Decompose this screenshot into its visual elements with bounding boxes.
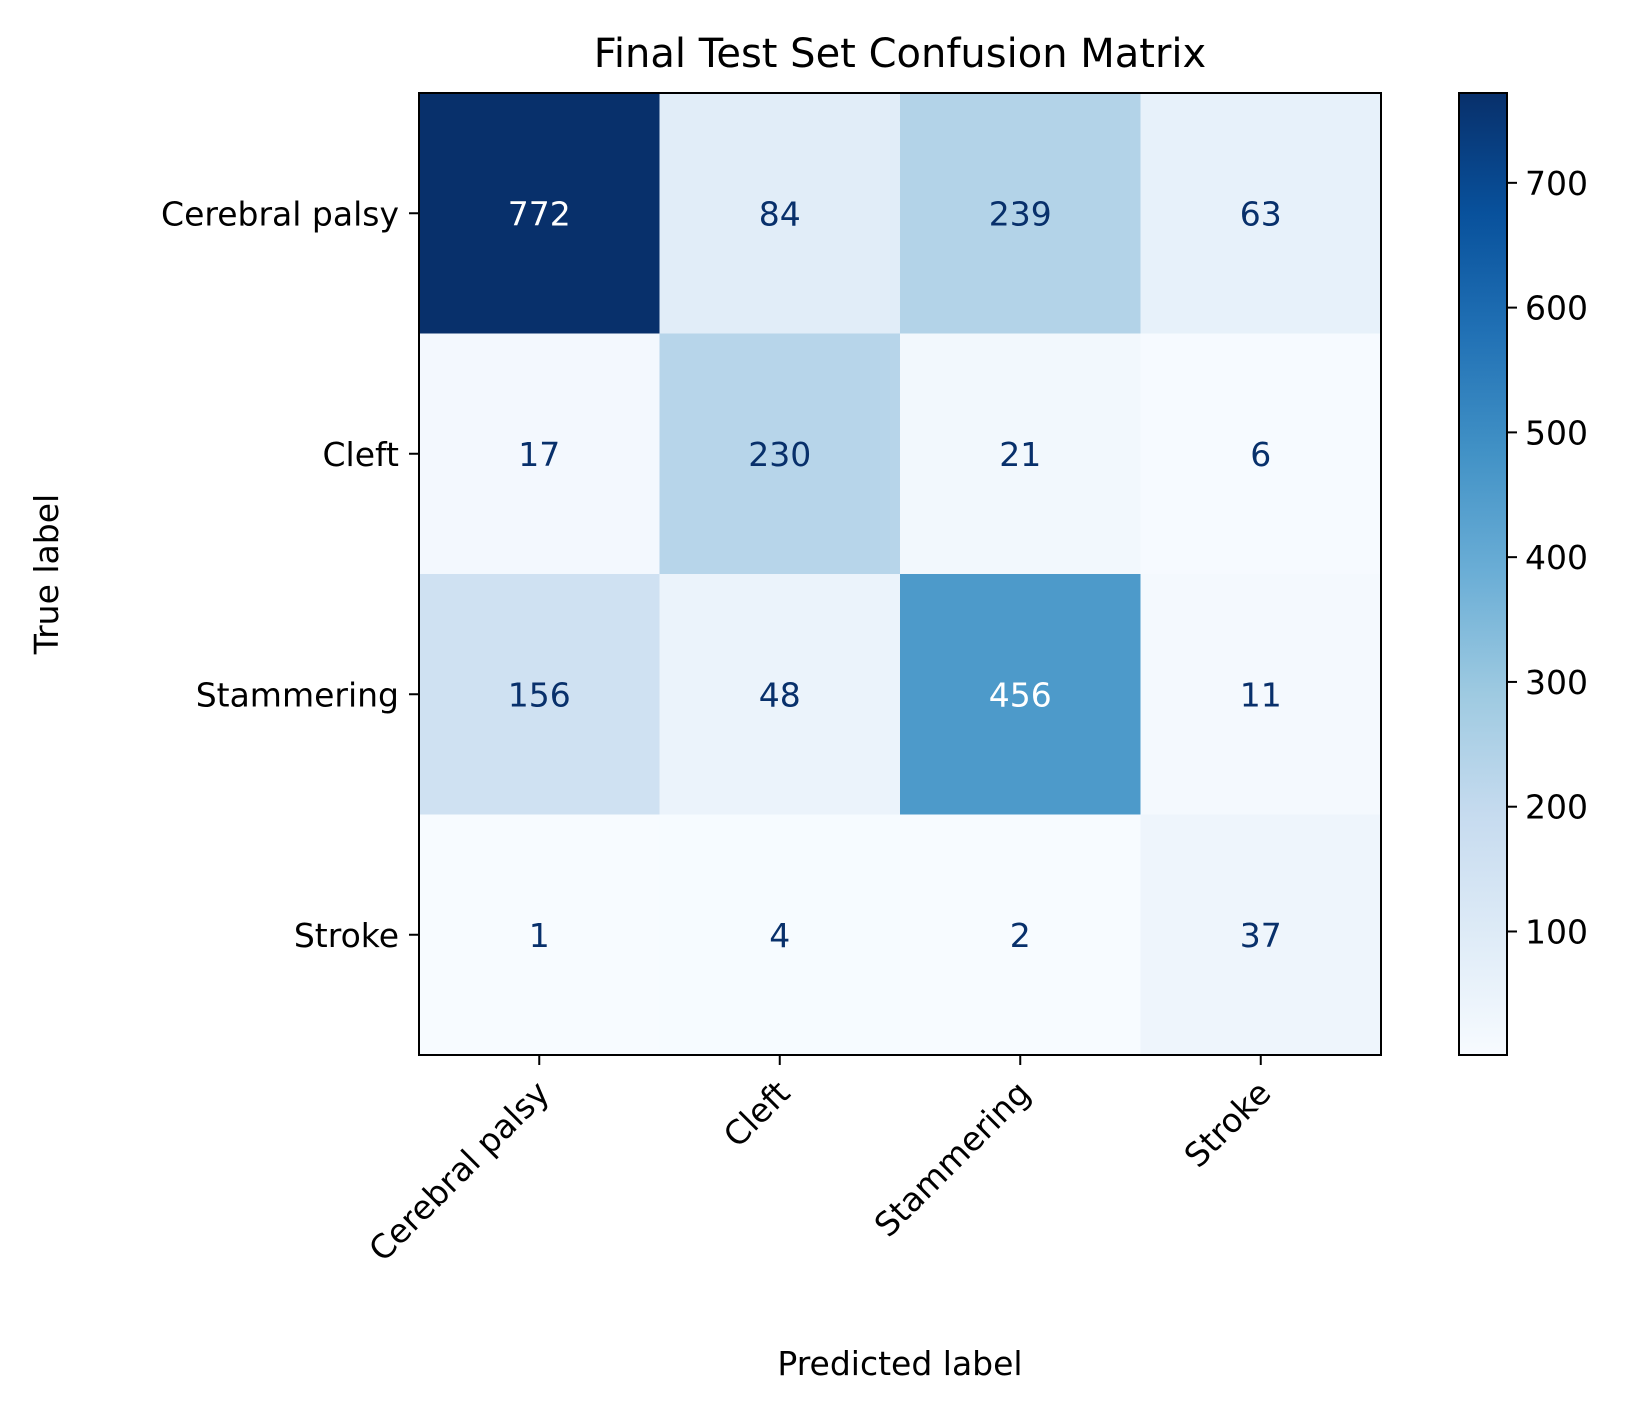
cell-value-label: 6 [1250, 435, 1271, 474]
x-axis-ticks: Cerebral palsy Cleft Stammering Stroke [361, 1055, 1278, 1269]
heatmap-cell [419, 814, 660, 1056]
cell-value-label: 48 [759, 675, 801, 714]
heatmap-cell [419, 93, 660, 334]
cell-value-label: 63 [1240, 194, 1282, 233]
heatmap-cell [900, 574, 1141, 815]
y-axis-ticks: Cerebral palsy Cleft Stammering Stroke [161, 194, 419, 955]
x-axis-label: Predicted label [777, 1344, 1022, 1383]
x-tick-label: Cleft [716, 1073, 798, 1155]
heatmap-cell [900, 93, 1141, 334]
cell-value-label: 11 [1240, 675, 1282, 714]
heatmap-cell [1140, 574, 1382, 815]
heatmap-cell [900, 333, 1141, 575]
cell-value-label: 4 [769, 916, 790, 955]
heatmap-cell [659, 333, 901, 575]
heatmap-cell [419, 574, 660, 815]
chart-title: Final Test Set Confusion Matrix [594, 31, 1206, 77]
cell-value-label: 156 [508, 675, 571, 714]
cell-value-label: 456 [989, 675, 1052, 714]
cell-value-label: 21 [999, 435, 1041, 474]
heatmap-cell [659, 574, 901, 815]
heatmap-cells [419, 93, 1382, 1056]
colorbar-tick-label: 300 [1525, 663, 1588, 702]
heatmap-cell [1140, 93, 1382, 334]
plot-frame [418, 92, 1382, 1056]
cell-value-label: 230 [748, 435, 811, 474]
cell-value-label: 2 [1010, 916, 1031, 955]
y-axis-label: True label [27, 494, 66, 655]
colorbar-tick-label: 700 [1525, 164, 1588, 203]
heatmap-cell [659, 93, 901, 334]
cell-value-label: 239 [989, 194, 1052, 233]
colorbar-tick-label: 200 [1525, 788, 1588, 827]
y-tick-label: Stammering [196, 675, 399, 714]
cell-value-label: 17 [518, 435, 560, 474]
colorbar-ticks: 100 200 300 400 500 600 700 [1507, 164, 1588, 951]
colorbar-tick-label: 600 [1525, 289, 1588, 328]
heatmap-cell [1140, 814, 1382, 1056]
y-tick-label: Cerebral palsy [161, 194, 399, 233]
heatmap-cell [900, 814, 1141, 1056]
cell-value-label: 84 [759, 194, 801, 233]
cell-value-label: 772 [508, 194, 571, 233]
cell-value-label: 37 [1240, 916, 1282, 955]
colorbar-tick-label: 500 [1525, 413, 1588, 452]
colorbar-tick-label: 400 [1525, 538, 1588, 577]
y-tick-label: Cleft [323, 435, 400, 474]
x-tick-label: Cerebral palsy [361, 1073, 557, 1269]
colorbar [1458, 92, 1508, 1056]
colorbar-tick-label: 100 [1525, 912, 1588, 951]
x-tick-label: Stammering [867, 1073, 1038, 1244]
heatmap-cell [419, 333, 660, 575]
x-tick-label: Stroke [1176, 1073, 1278, 1175]
y-tick-label: Stroke [294, 916, 399, 955]
cell-value-label: 1 [529, 916, 550, 955]
heatmap-cell [1140, 333, 1382, 575]
heatmap-cell [659, 814, 901, 1056]
